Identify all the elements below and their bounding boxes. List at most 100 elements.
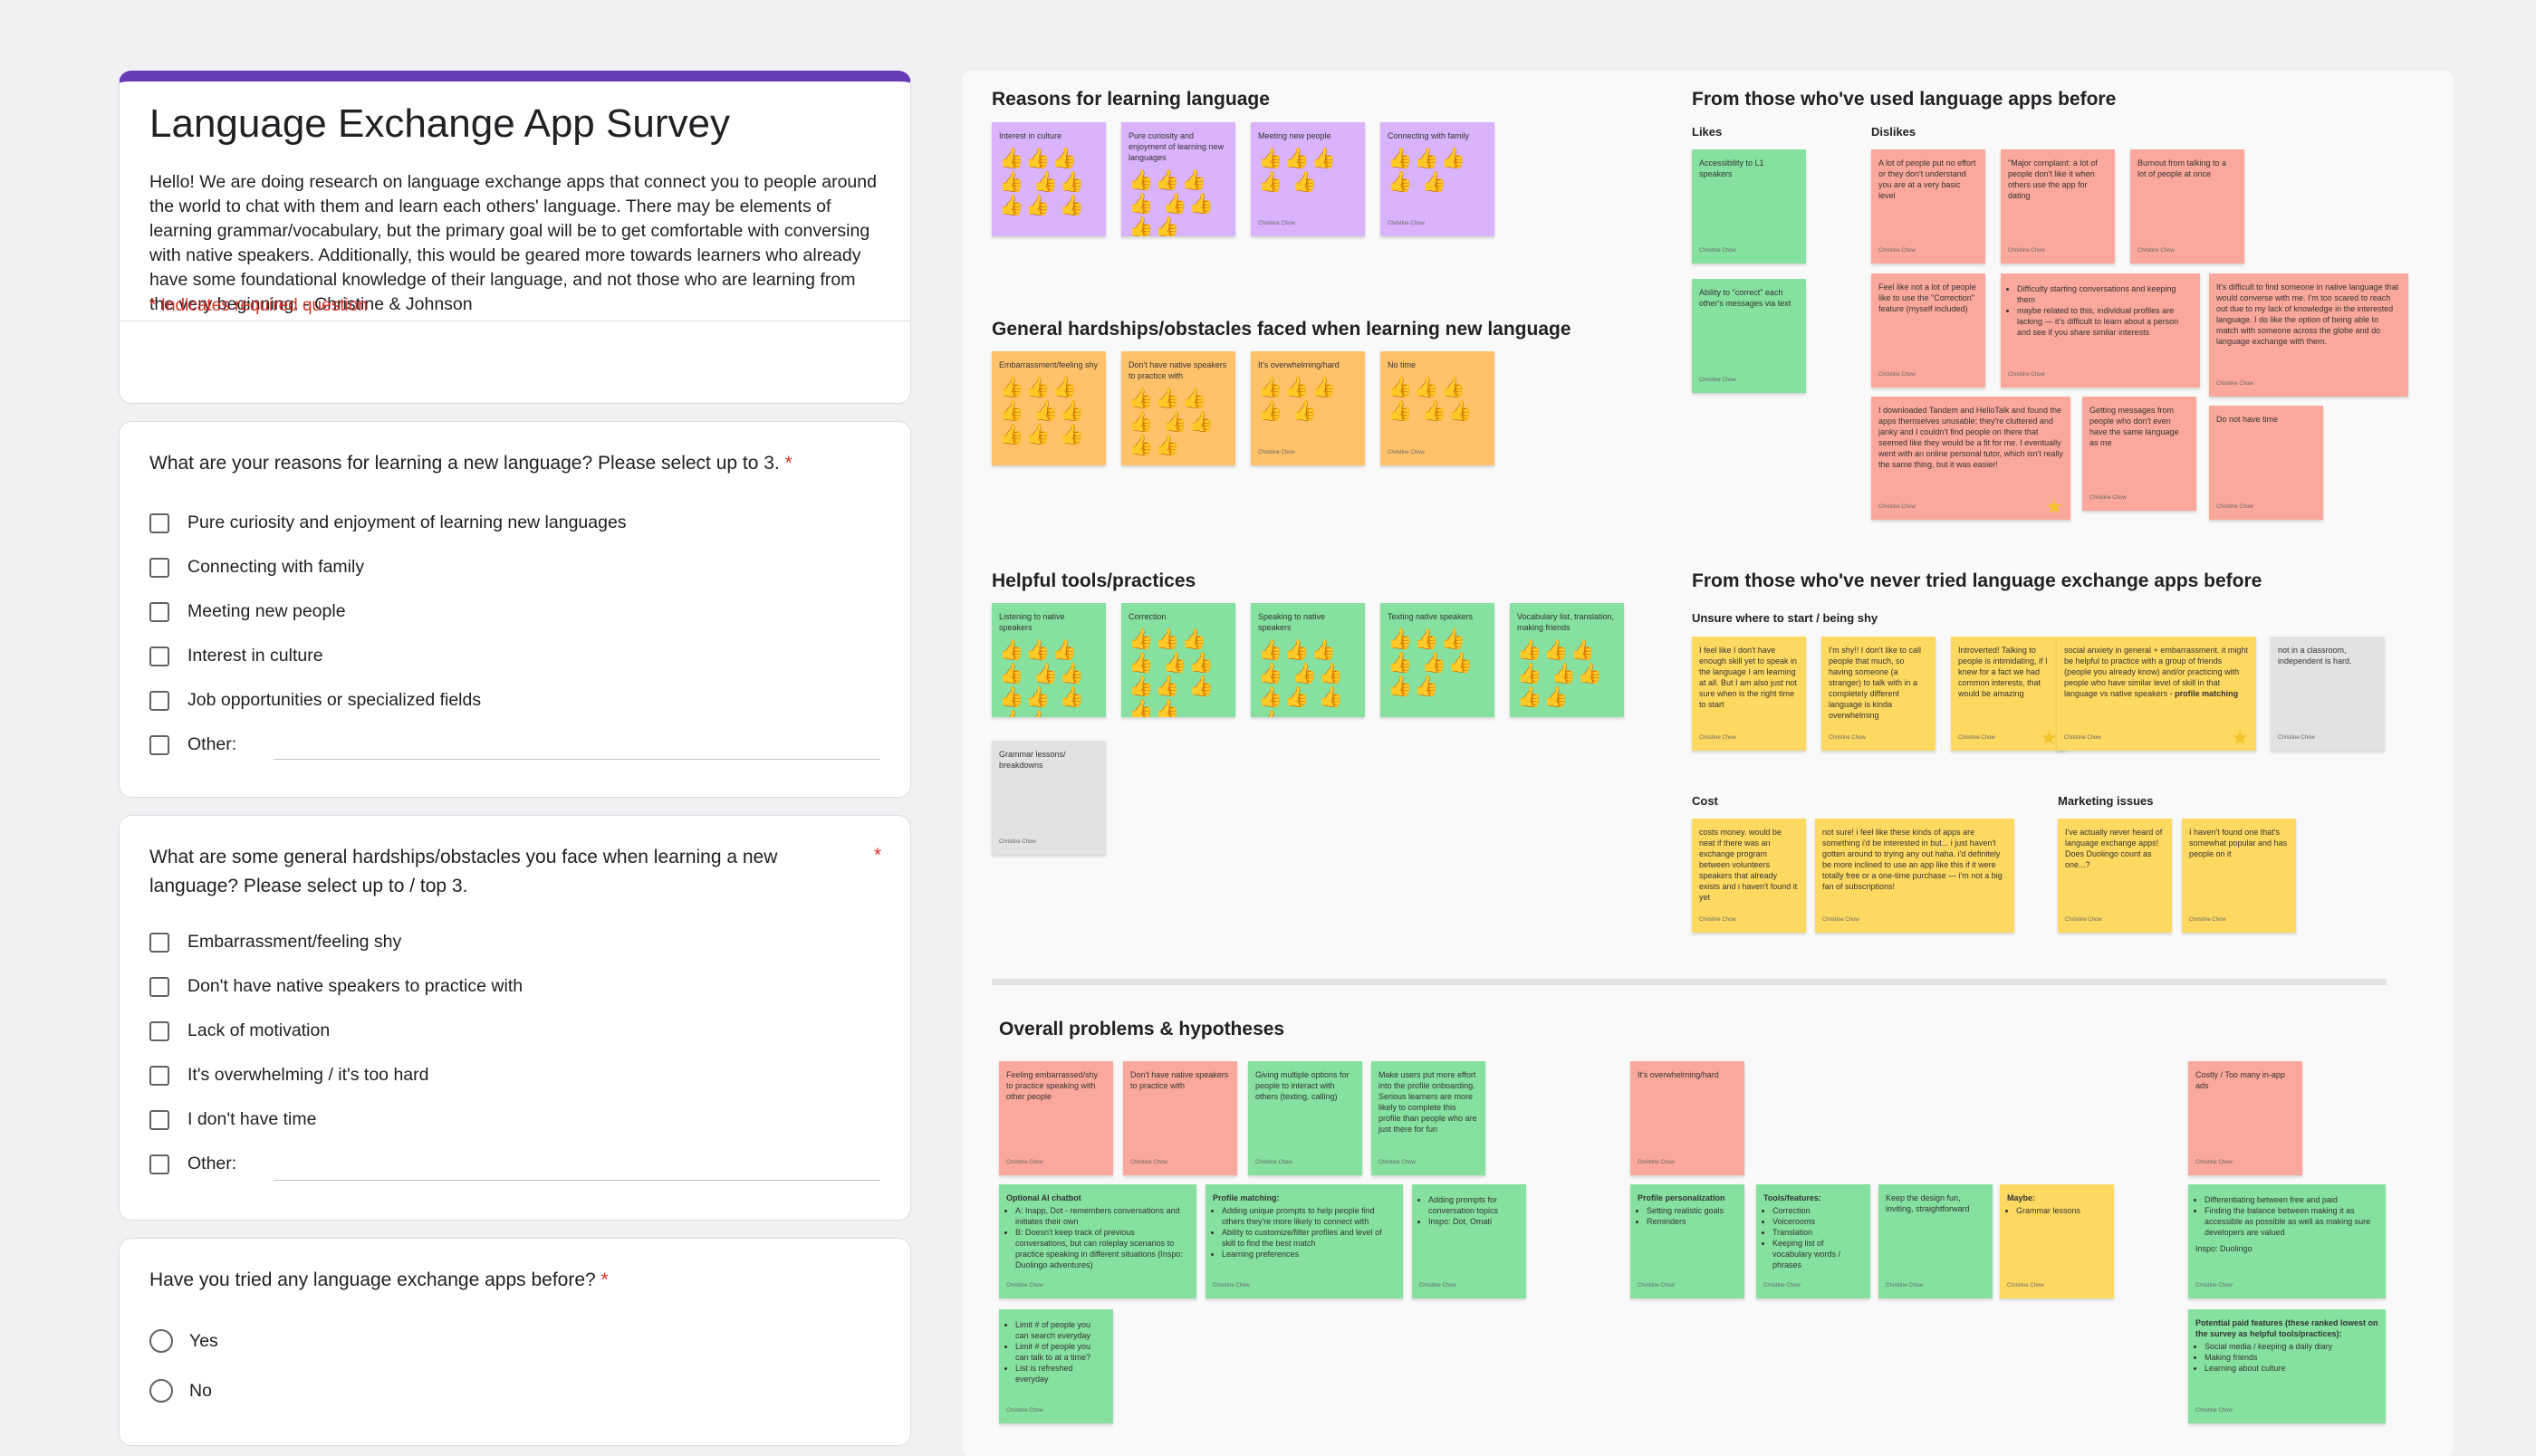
thumbs-up-icon: 👍👍👍👍 👍👍👍👍 👍👍	[1258, 638, 1346, 717]
sticky-note[interactable]: I'm shy!! I don't like to call people th…	[1821, 637, 1936, 751]
sticky-note[interactable]: Meeting new people 👍👍👍👍 👍 Christine Chow	[1251, 122, 1365, 236]
option-checkbox[interactable]: Connecting with family	[149, 557, 364, 578]
thumbs-up-icon: 👍👍👍👍 👍👍👍👍	[1129, 168, 1216, 236]
sticky-note[interactable]: Difficulty starting conversations and ke…	[2001, 273, 2200, 388]
sticky-note[interactable]: social anxiety in general + embarrassmen…	[2057, 637, 2256, 751]
sticky-note[interactable]: I haven't found one that's somewhat popu…	[2182, 819, 2296, 933]
option-checkbox[interactable]: Embarrassment/feeling shy	[149, 932, 401, 953]
sticky-note[interactable]: Feel like not a lot of people like to us…	[1871, 273, 1985, 388]
checkbox-icon[interactable]	[149, 601, 169, 622]
checkbox-icon[interactable]	[149, 690, 169, 711]
sticky-note[interactable]: not in a classroom, independent is hard.…	[2271, 637, 2385, 751]
sticky-note[interactable]: Costly / Too many in-app ads Christine Ch…	[2188, 1061, 2302, 1175]
sticky-note[interactable]: Ability to "correct" each other's messag…	[1692, 279, 1806, 393]
sticky-note[interactable]: Texting native speakers 👍👍👍👍 👍👍👍👍	[1380, 603, 1494, 717]
other-text-input[interactable]	[274, 759, 880, 760]
option-checkbox[interactable]: I don't have time	[149, 1109, 316, 1130]
sticky-note[interactable]: Differentiating between free and paidFin…	[2188, 1184, 2386, 1298]
sticky-note[interactable]: Vocabulary list, translation, making fri…	[1510, 603, 1624, 717]
thumbs-up-icon: 👍👍👍👍 👍	[1258, 147, 1339, 193]
sticky-note[interactable]: Burnout from talking to a lot of people …	[2130, 149, 2244, 263]
sticky-note[interactable]: A lot of people put no effort or they do…	[1871, 149, 1985, 263]
sticky-note[interactable]: Speaking to native speakers👍👍👍👍 👍👍👍👍 👍👍	[1251, 603, 1365, 717]
sticky-note[interactable]: Grammar lessons/ breakdowns Christine Cho…	[992, 741, 1106, 855]
sticky-note[interactable]: Potential paid features (these ranked lo…	[2188, 1309, 2386, 1423]
other-text-input[interactable]	[274, 1180, 880, 1181]
option-checkbox[interactable]: Pure curiosity and enjoyment of learning…	[149, 512, 627, 533]
option-radio-no[interactable]: No	[149, 1379, 212, 1403]
sticky-note[interactable]: Connecting with family 👍👍👍👍 👍 Christine Ch…	[1380, 122, 1494, 236]
sticky-note[interactable]: Feeling embarrassed/shy to practice spea…	[999, 1061, 1113, 1175]
sticky-note[interactable]: Adding prompts for conversation topicsIn…	[1412, 1184, 1526, 1298]
form-header-card: Language Exchange App Survey Hello! We a…	[119, 71, 911, 404]
option-checkbox-other[interactable]: Other:	[149, 734, 236, 755]
question-card-tried-apps: Have you tried any language exchange app…	[119, 1238, 911, 1446]
sticky-note[interactable]: Limit # of people you can search everyda…	[999, 1309, 1113, 1423]
sticky-note[interactable]: Getting messages from people who don't e…	[2082, 397, 2196, 511]
section-title-hardships: General hardships/obstacles faced when l…	[992, 319, 1571, 340]
sticky-note[interactable]: Listening to native speakers👍👍👍👍 👍👍👍👍 👍👍…	[992, 603, 1106, 717]
sticky-note[interactable]: costs money. would be neat if there was …	[1692, 819, 1806, 933]
marketing-label: Marketing issues	[2058, 794, 2154, 808]
checkbox-icon[interactable]	[149, 1065, 169, 1086]
sticky-note[interactable]: "Major complaint: a lot of people don't …	[2001, 149, 2115, 263]
sticky-note[interactable]: Correction 👍👍👍👍 👍👍👍👍 👍👍👍	[1121, 603, 1235, 717]
sticky-note[interactable]: Pure curiosity and enjoyment of learning…	[1121, 122, 1235, 236]
question-reasons: What are your reasons for learning a new…	[149, 453, 792, 474]
question-hardships: What are some general hardships/obstacle…	[149, 847, 778, 896]
section-title-never-tried: From those who've never tried language e…	[1692, 570, 2262, 591]
option-radio-yes[interactable]: Yes	[149, 1329, 218, 1353]
sticky-note[interactable]: Embarrassment/feeling shy 👍👍👍👍 👍👍👍👍 👍	[992, 351, 1106, 465]
option-checkbox[interactable]: Lack of motivation	[149, 1020, 330, 1041]
sticky-note[interactable]: Giving multiple options for people to in…	[1248, 1061, 1362, 1175]
sticky-note[interactable]: Keep the design fun, inviting, straightf…	[1878, 1184, 1993, 1298]
sticky-note[interactable]: I downloaded Tandem and HelloTalk and fo…	[1871, 397, 2070, 520]
cost-label: Cost	[1692, 794, 1718, 808]
sticky-note[interactable]: It's difficult to find someone in native…	[2209, 273, 2408, 397]
thumbs-up-icon: 👍👍👍👍 👍👍	[1388, 376, 1475, 422]
form-description: Hello! We are doing research on language…	[149, 172, 877, 314]
checkbox-icon[interactable]	[149, 976, 169, 997]
star-icon: ★	[2040, 726, 2058, 749]
sticky-note[interactable]: Profile matching:Adding unique prompts t…	[1206, 1184, 1403, 1298]
checkbox-icon[interactable]	[149, 1154, 169, 1174]
option-checkbox[interactable]: Don't have native speakers to practice w…	[149, 976, 523, 997]
option-checkbox[interactable]: Meeting new people	[149, 601, 346, 622]
thumbs-up-icon: 👍👍👍👍 👍	[1258, 376, 1339, 422]
checkbox-icon[interactable]	[149, 512, 169, 533]
sticky-note[interactable]: Make users put more effort into the prof…	[1371, 1061, 1485, 1175]
sticky-note[interactable]: It's overwhelming/hard 👍👍👍👍 👍 Christine Ch…	[1251, 351, 1365, 465]
sticky-note[interactable]: Accessibility to L1 speakers Christine Ch…	[1692, 149, 1806, 263]
checkbox-icon[interactable]	[149, 1109, 169, 1130]
sticky-note[interactable]: Tools/features:CorrectionVoiceroomsTrans…	[1756, 1184, 1870, 1298]
thumbs-up-icon: 👍👍👍👍 👍👍👍👍	[1129, 387, 1216, 456]
checkbox-icon[interactable]	[149, 1020, 169, 1041]
radio-icon[interactable]	[149, 1329, 173, 1353]
checkbox-icon[interactable]	[149, 734, 169, 755]
sticky-note[interactable]: Optional AI chatbotA: Inapp, Dot - remem…	[999, 1184, 1196, 1298]
option-checkbox[interactable]: Interest in culture	[149, 646, 323, 666]
option-checkbox[interactable]: Job opportunities or specialized fields	[149, 690, 481, 711]
sticky-note[interactable]: Don't have native speakers to practice w…	[1123, 1061, 1237, 1175]
section-divider	[992, 979, 2387, 985]
sticky-note[interactable]: It's overwhelming/hard Christine Chow	[1630, 1061, 1744, 1175]
sticky-note[interactable]: Profile personalizationSetting realistic…	[1630, 1184, 1744, 1298]
sticky-note[interactable]: Don't have native speakers to practice w…	[1121, 351, 1235, 465]
sticky-note[interactable]: No time 👍👍👍👍 👍👍 Christine Chow	[1380, 351, 1494, 465]
checkbox-icon[interactable]	[149, 557, 169, 578]
thumbs-up-icon: 👍👍👍👍 👍👍👍👍 👍👍👍	[1129, 627, 1216, 717]
radio-icon[interactable]	[149, 1379, 173, 1403]
sticky-note[interactable]: I feel like I don't have enough skill ye…	[1692, 637, 1806, 751]
sticky-note[interactable]: Introverted! Talking to people is intimi…	[1951, 637, 2065, 751]
option-checkbox[interactable]: It's overwhelming / it's too hard	[149, 1065, 428, 1086]
option-checkbox-other[interactable]: Other:	[149, 1154, 236, 1174]
checkbox-icon[interactable]	[149, 646, 169, 666]
thumbs-up-icon: 👍👍👍👍 👍👍👍👍	[1388, 627, 1475, 697]
star-icon: ★	[2045, 495, 2063, 518]
checkbox-icon[interactable]	[149, 932, 169, 953]
sticky-note[interactable]: not sure! i feel like these kinds of app…	[1815, 819, 2014, 933]
sticky-note[interactable]: Interest in culture 👍👍👍👍 👍👍👍👍 👍	[992, 122, 1106, 236]
sticky-note[interactable]: Do not have time Christine Chow	[2209, 406, 2323, 520]
sticky-note[interactable]: I've actually never heard of language ex…	[2058, 819, 2172, 933]
